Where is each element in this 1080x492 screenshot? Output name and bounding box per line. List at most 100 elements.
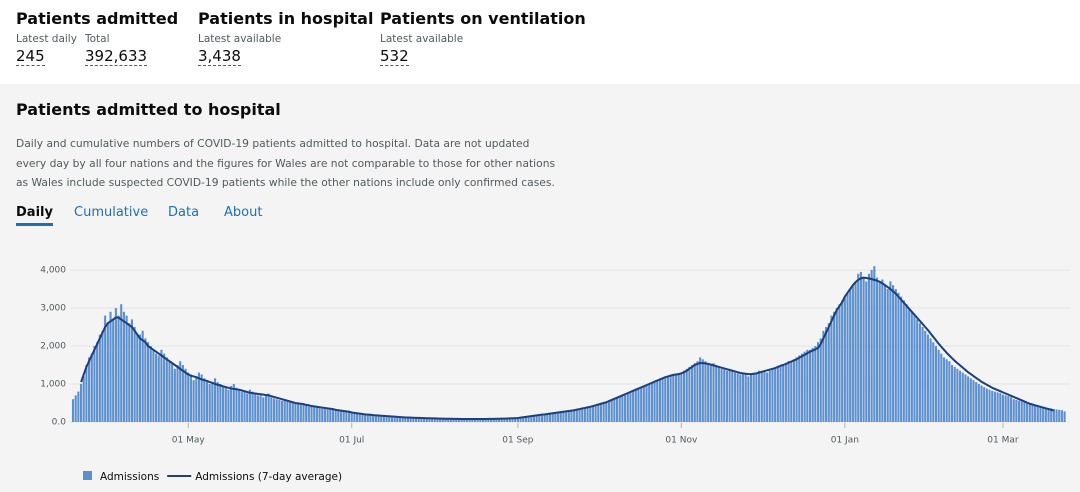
bar xyxy=(586,407,589,422)
bar xyxy=(881,279,884,422)
bar xyxy=(128,323,131,422)
bar xyxy=(216,382,219,422)
bar xyxy=(897,292,900,422)
bar xyxy=(900,296,903,422)
bar xyxy=(414,417,418,422)
bar xyxy=(353,413,356,422)
tab[interactable]: About xyxy=(224,205,263,220)
bar xyxy=(929,338,932,422)
bar xyxy=(704,361,707,422)
bar xyxy=(122,311,125,422)
bar xyxy=(468,419,471,422)
x-tick-label: 01 Nov xyxy=(665,436,698,446)
bar xyxy=(259,395,262,422)
bar xyxy=(1063,411,1066,422)
bar xyxy=(591,406,594,422)
bar xyxy=(138,334,142,422)
bar xyxy=(323,408,326,422)
bar xyxy=(447,418,450,422)
bar xyxy=(329,408,332,422)
bar xyxy=(578,409,581,422)
bar xyxy=(1044,407,1047,422)
bar xyxy=(155,353,158,422)
bar xyxy=(321,407,324,422)
bar xyxy=(739,374,742,422)
bar xyxy=(168,361,171,422)
bar xyxy=(508,418,511,422)
bar xyxy=(540,414,544,422)
bar xyxy=(390,416,393,422)
tab[interactable]: Data xyxy=(168,205,200,220)
bar xyxy=(1001,394,1005,422)
tab[interactable]: Daily xyxy=(16,205,53,226)
bar xyxy=(522,417,525,422)
bar xyxy=(926,334,929,422)
bar xyxy=(634,388,637,422)
bar xyxy=(203,378,206,422)
bar xyxy=(685,368,688,422)
bar xyxy=(758,370,761,422)
bar xyxy=(873,266,876,422)
bar xyxy=(725,370,728,422)
metric-value[interactable]: 532 xyxy=(380,47,409,66)
bar xyxy=(532,415,536,422)
bar xyxy=(691,365,694,422)
metric-value[interactable]: 245 xyxy=(16,47,45,66)
bar xyxy=(358,414,361,422)
bar xyxy=(1047,407,1050,422)
bar xyxy=(136,334,139,422)
bar xyxy=(350,412,353,422)
bar xyxy=(222,385,225,422)
bar xyxy=(720,368,723,422)
bar xyxy=(956,368,959,422)
bar xyxy=(677,374,680,422)
bar xyxy=(278,399,281,422)
bar xyxy=(404,417,407,422)
bar xyxy=(717,366,720,422)
bar xyxy=(369,415,372,422)
bar xyxy=(356,413,359,422)
bar xyxy=(187,372,190,422)
bar xyxy=(605,402,608,422)
bar xyxy=(514,417,517,422)
bar xyxy=(208,384,211,422)
bar xyxy=(431,418,434,422)
bar xyxy=(74,395,77,422)
bar xyxy=(374,415,377,422)
bar xyxy=(570,410,573,422)
bar xyxy=(733,372,737,422)
bar xyxy=(117,315,120,422)
bar xyxy=(854,281,857,422)
bar xyxy=(1020,401,1023,422)
metric-value[interactable]: 392,633 xyxy=(85,47,148,66)
bar xyxy=(934,346,938,422)
bar xyxy=(463,418,466,422)
bar xyxy=(835,308,838,422)
bar xyxy=(200,374,203,422)
bar xyxy=(1050,408,1053,422)
bar xyxy=(991,390,994,422)
bar xyxy=(90,353,93,422)
bar xyxy=(795,357,798,422)
bar xyxy=(653,380,656,422)
bar xyxy=(613,398,616,422)
bar xyxy=(878,281,881,422)
bar xyxy=(833,311,836,422)
bar xyxy=(838,304,841,422)
bar xyxy=(862,277,865,422)
y-tick-label: 2,000 xyxy=(40,342,66,352)
bar xyxy=(361,414,364,422)
bar xyxy=(843,296,846,422)
bar xyxy=(171,363,174,422)
bar xyxy=(254,393,257,422)
tab[interactable]: Cumulative xyxy=(74,205,149,220)
bar xyxy=(661,378,664,422)
bar xyxy=(444,418,447,422)
bar xyxy=(326,407,329,422)
bar xyxy=(774,368,777,422)
bar xyxy=(516,417,519,422)
average-line xyxy=(80,276,1055,420)
metric-value[interactable]: 3,438 xyxy=(198,47,241,66)
bar xyxy=(699,357,702,422)
bar xyxy=(894,289,897,422)
